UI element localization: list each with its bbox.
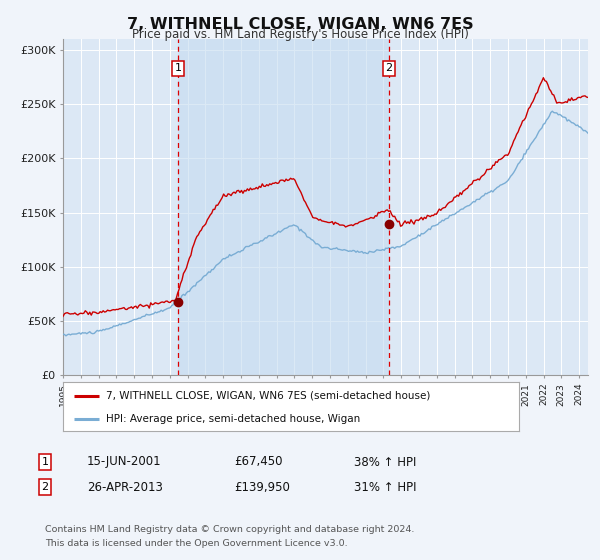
- Text: 31% ↑ HPI: 31% ↑ HPI: [354, 480, 416, 494]
- Text: 2: 2: [41, 482, 49, 492]
- Text: 38% ↑ HPI: 38% ↑ HPI: [354, 455, 416, 469]
- Text: £139,950: £139,950: [234, 480, 290, 494]
- Text: 1: 1: [175, 63, 181, 73]
- Text: 26-APR-2013: 26-APR-2013: [87, 480, 163, 494]
- Text: This data is licensed under the Open Government Licence v3.0.: This data is licensed under the Open Gov…: [45, 539, 347, 548]
- Text: £67,450: £67,450: [234, 455, 283, 469]
- Text: Price paid vs. HM Land Registry's House Price Index (HPI): Price paid vs. HM Land Registry's House …: [131, 28, 469, 41]
- Text: 7, WITHNELL CLOSE, WIGAN, WN6 7ES (semi-detached house): 7, WITHNELL CLOSE, WIGAN, WN6 7ES (semi-…: [106, 391, 431, 401]
- Text: 1: 1: [41, 457, 49, 467]
- Text: 7, WITHNELL CLOSE, WIGAN, WN6 7ES: 7, WITHNELL CLOSE, WIGAN, WN6 7ES: [127, 17, 473, 32]
- Text: HPI: Average price, semi-detached house, Wigan: HPI: Average price, semi-detached house,…: [106, 414, 361, 424]
- Bar: [178, 39, 389, 375]
- Text: 2: 2: [385, 63, 392, 73]
- Text: Contains HM Land Registry data © Crown copyright and database right 2024.: Contains HM Land Registry data © Crown c…: [45, 525, 415, 534]
- Text: 15-JUN-2001: 15-JUN-2001: [87, 455, 161, 469]
